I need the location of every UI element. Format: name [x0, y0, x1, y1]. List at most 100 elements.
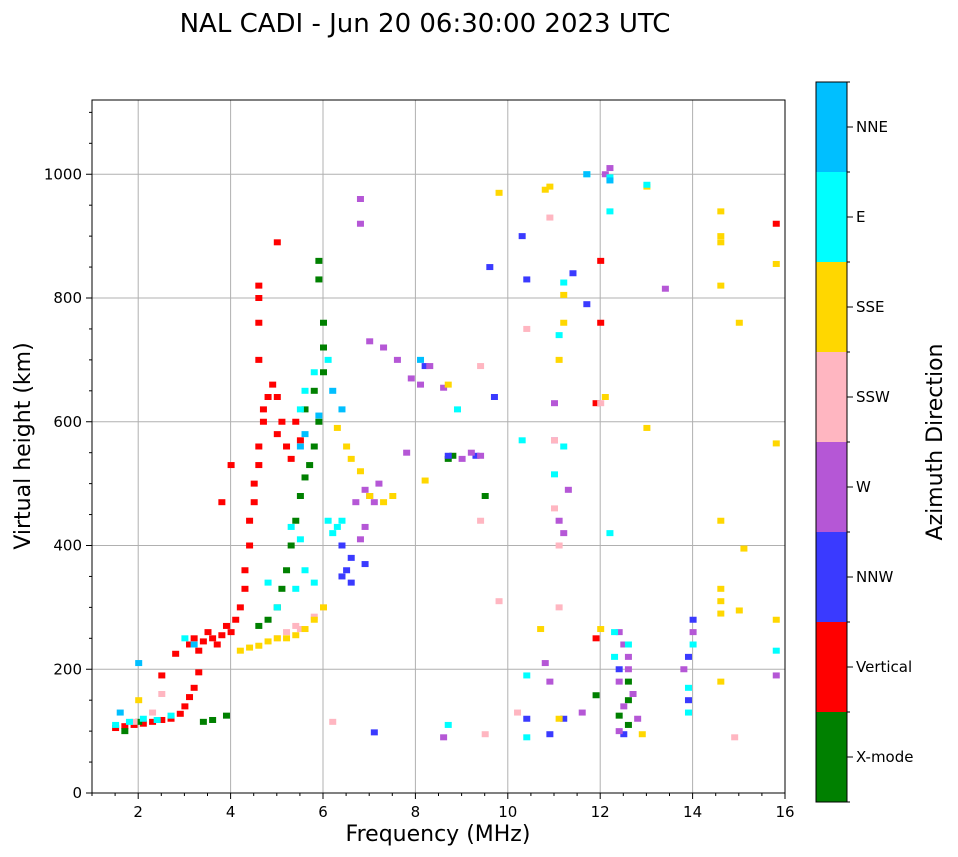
datapoint-ssw: [546, 214, 554, 221]
datapoint-vertical: [121, 723, 129, 730]
datapoint-x-mode: [320, 369, 327, 376]
datapoint-e: [606, 530, 614, 537]
datapoint-vertical: [273, 431, 281, 438]
colorbar-tick-label: E: [856, 208, 865, 226]
colorbar-swatch: [816, 262, 847, 352]
datapoint-nnw: [338, 573, 346, 580]
datapoint-e: [624, 641, 632, 648]
datapoint-ssw: [551, 437, 558, 444]
datapoint-e: [296, 406, 304, 413]
datapoint-sse: [740, 545, 748, 552]
datapoint-nnw: [347, 554, 355, 561]
datapoint-vertical: [597, 319, 605, 326]
colorbar-tick-label: Vertical: [856, 658, 912, 676]
datapoint-x-mode: [444, 455, 452, 462]
datapoint-e: [292, 585, 300, 592]
datapoint-nnw: [338, 542, 346, 549]
datapoint-sse: [638, 731, 646, 738]
datapoint-sse: [380, 499, 388, 506]
datapoint-ssw: [477, 363, 485, 370]
plot-area: [92, 100, 785, 793]
datapoint-sse: [560, 291, 568, 298]
datapoint-nne: [583, 171, 591, 178]
datapoint-sse: [283, 635, 291, 642]
x-tick-label: 8: [411, 803, 421, 821]
datapoint-sse: [255, 642, 263, 649]
colorbar-frame: [815, 81, 848, 803]
datapoint-vertical: [592, 635, 600, 642]
datapoint-nnw: [421, 363, 429, 370]
datapoint-nne: [296, 443, 304, 450]
datapoint-w: [458, 455, 466, 462]
datapoint-x-mode: [283, 567, 291, 574]
datapoint-e: [444, 721, 452, 728]
datapoint-nne: [301, 431, 309, 438]
y-axis-label: Virtual height (km): [11, 342, 36, 549]
colorbar-swatch: [816, 712, 847, 802]
datapoint-ssw: [514, 709, 522, 716]
datapoint-w: [375, 480, 383, 487]
datapoint-e: [772, 647, 780, 654]
datapoint-e: [611, 629, 619, 636]
datapoint-w: [393, 356, 401, 363]
datapoint-vertical: [292, 418, 300, 425]
datapoint-w: [440, 384, 448, 391]
datapoint-sse: [541, 186, 549, 193]
datapoint-e: [518, 437, 526, 444]
datapoint-w: [403, 449, 411, 456]
colorbar-tick-label: NNW: [856, 568, 893, 586]
y-tick-label: 600: [53, 413, 82, 431]
datapoint-nnw: [472, 452, 480, 459]
datapoint-nnw: [684, 653, 692, 660]
datapoint-vertical: [139, 720, 147, 727]
datapoint-vertical: [772, 220, 780, 227]
datapoint-vertical: [190, 635, 198, 642]
datapoint-nnw: [486, 264, 494, 271]
datapoint-w: [615, 678, 623, 685]
datapoint-vertical: [186, 694, 194, 701]
datapoint-sse: [495, 189, 503, 196]
datapoint-sse: [717, 282, 725, 289]
datapoint-vertical: [283, 443, 291, 450]
datapoint-x-mode: [624, 678, 632, 685]
datapoint-w: [361, 486, 369, 493]
datapoint-vertical: [273, 239, 281, 246]
datapoint-ssw: [495, 598, 503, 605]
datapoint-x-mode: [481, 493, 489, 499]
datapoint-e: [296, 536, 304, 543]
datapoint-nnw: [523, 715, 531, 722]
datapoint-w: [356, 536, 364, 543]
datapoint-x-mode: [121, 728, 129, 735]
datapoint-sse: [735, 607, 743, 614]
datapoint-x-mode: [320, 319, 327, 326]
colorbar-tick-label: X-mode: [856, 748, 913, 766]
datapoint-sse: [333, 424, 341, 431]
datapoint-w: [551, 400, 558, 407]
datapoint-sse: [717, 208, 725, 215]
datapoint-x-mode: [255, 622, 263, 629]
datapoint-w: [541, 660, 549, 667]
datapoint-ssw: [158, 691, 166, 697]
datapoint-sse: [717, 233, 725, 240]
datapoint-x-mode: [301, 474, 309, 481]
datapoint-vertical: [130, 721, 138, 728]
datapoint-nnw: [370, 729, 378, 736]
datapoint-x-mode: [292, 517, 300, 524]
datapoint-ssw: [477, 517, 485, 524]
datapoint-sse: [135, 697, 143, 704]
datapoint-nne: [329, 387, 337, 394]
datapoint-e: [310, 579, 318, 586]
datapoint-x-mode: [320, 344, 327, 351]
datapoint-vertical: [167, 715, 175, 722]
datapoint-sse: [236, 647, 244, 654]
datapoint-nnw: [347, 579, 355, 586]
datapoint-vertical: [597, 257, 605, 264]
datapoint-vertical: [186, 641, 194, 648]
datapoint-x-mode: [306, 462, 314, 469]
datapoint-e: [167, 712, 175, 719]
datapoint-sse: [560, 319, 568, 326]
x-tick-label: 14: [683, 803, 702, 821]
datapoint-w: [615, 728, 623, 735]
datapoint-e: [606, 174, 614, 181]
datapoint-x-mode: [592, 692, 600, 699]
